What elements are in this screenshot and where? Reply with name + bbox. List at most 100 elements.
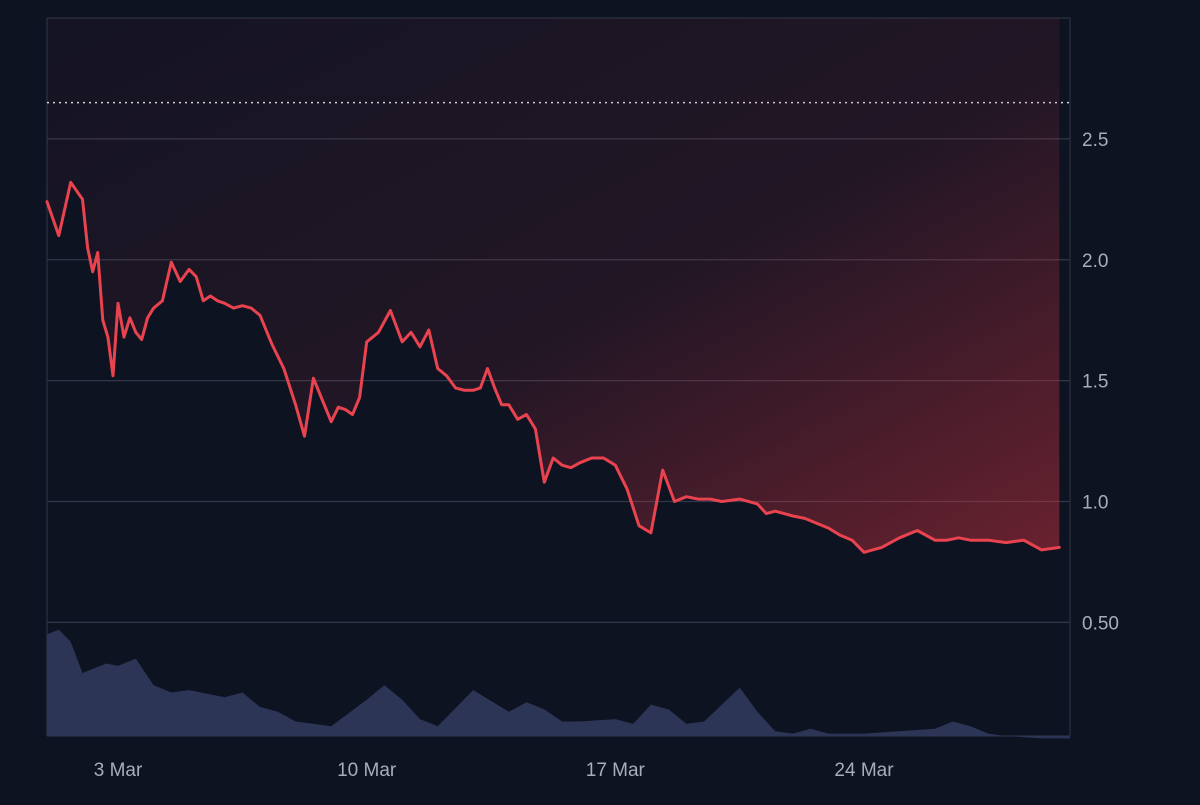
price-point[interactable]	[281, 366, 287, 372]
price-point[interactable]	[269, 341, 275, 347]
price-point[interactable]	[837, 532, 843, 538]
price-point[interactable]	[944, 537, 950, 543]
price-point[interactable]	[207, 293, 213, 299]
price-point[interactable]	[444, 373, 450, 379]
price-point[interactable]	[68, 179, 74, 185]
price-point[interactable]	[1039, 547, 1045, 553]
price-point[interactable]	[231, 305, 237, 311]
price-point[interactable]	[790, 513, 796, 519]
price-point[interactable]	[577, 460, 583, 466]
price-point[interactable]	[408, 329, 414, 335]
price-point[interactable]	[215, 298, 221, 304]
price-point[interactable]	[612, 462, 618, 468]
price-point[interactable]	[515, 416, 521, 422]
price-point[interactable]	[319, 397, 325, 403]
price-point[interactable]	[357, 395, 363, 401]
price-point[interactable]	[151, 305, 157, 311]
price-point[interactable]	[90, 269, 96, 275]
price-point[interactable]	[506, 402, 512, 408]
price-point[interactable]	[672, 499, 678, 505]
price-point[interactable]	[695, 496, 701, 502]
price-point[interactable]	[683, 494, 689, 500]
price-point[interactable]	[541, 479, 547, 485]
price-point[interactable]	[335, 404, 341, 410]
line-layer[interactable]	[44, 179, 1062, 555]
price-point[interactable]	[624, 486, 630, 492]
price-point[interactable]	[186, 266, 192, 272]
price-point[interactable]	[95, 250, 101, 256]
price-point[interactable]	[550, 455, 556, 461]
price-point[interactable]	[492, 385, 498, 391]
price-point[interactable]	[719, 499, 725, 505]
price-point[interactable]	[781, 511, 787, 517]
price-point[interactable]	[133, 329, 139, 335]
price-point[interactable]	[956, 535, 962, 541]
price-point[interactable]	[376, 329, 382, 335]
price-point[interactable]	[737, 496, 743, 502]
price-point[interactable]	[364, 339, 370, 345]
price-point[interactable]	[139, 337, 145, 343]
price-point[interactable]	[1021, 537, 1027, 543]
price-point[interactable]	[470, 387, 476, 393]
price-line[interactable]	[45, 180, 1061, 554]
price-point[interactable]	[932, 537, 938, 543]
price-point[interactable]	[763, 511, 769, 517]
price-point[interactable]	[159, 298, 165, 304]
price-point[interactable]	[601, 455, 607, 461]
price-point[interactable]	[814, 520, 820, 526]
price-point[interactable]	[100, 317, 106, 323]
price-point[interactable]	[477, 385, 483, 391]
price-point[interactable]	[879, 544, 885, 550]
price-point[interactable]	[127, 315, 133, 321]
price-point[interactable]	[328, 419, 334, 425]
price-point[interactable]	[168, 259, 174, 265]
price-point[interactable]	[293, 402, 299, 408]
price-point[interactable]	[177, 279, 183, 285]
price-point[interactable]	[861, 549, 867, 555]
price-point[interactable]	[115, 300, 121, 306]
price-point[interactable]	[85, 245, 91, 251]
price-point[interactable]	[44, 199, 50, 205]
price-point[interactable]	[417, 344, 423, 350]
price-point[interactable]	[461, 387, 467, 393]
price-point[interactable]	[897, 535, 903, 541]
price-point[interactable]	[222, 300, 228, 306]
price-point[interactable]	[453, 385, 459, 391]
price-point[interactable]	[968, 537, 974, 543]
price-point[interactable]	[105, 334, 111, 340]
price-point[interactable]	[193, 274, 199, 280]
price-point[interactable]	[589, 455, 595, 461]
price-point[interactable]	[499, 402, 505, 408]
price-point[interactable]	[248, 305, 254, 311]
price-point[interactable]	[56, 233, 62, 239]
price-point[interactable]	[707, 496, 713, 502]
price-point[interactable]	[568, 465, 574, 471]
price-point[interactable]	[485, 366, 491, 372]
price-point[interactable]	[121, 334, 127, 340]
price-point[interactable]	[754, 501, 760, 507]
price-point[interactable]	[849, 537, 855, 543]
price-point[interactable]	[399, 339, 405, 345]
price-point[interactable]	[1003, 540, 1009, 546]
price-point[interactable]	[914, 528, 920, 534]
price-point[interactable]	[145, 315, 151, 321]
price-point[interactable]	[110, 373, 116, 379]
price-point[interactable]	[636, 523, 642, 529]
price-point[interactable]	[524, 412, 530, 418]
price-point[interactable]	[532, 426, 538, 432]
price-point[interactable]	[350, 412, 356, 418]
price-point[interactable]	[342, 407, 348, 413]
price-point[interactable]	[200, 298, 206, 304]
price-point[interactable]	[426, 327, 432, 333]
price-point[interactable]	[257, 312, 263, 318]
price-point[interactable]	[772, 508, 778, 514]
price-point[interactable]	[239, 303, 245, 309]
price-point[interactable]	[80, 196, 86, 202]
price-point[interactable]	[302, 433, 308, 439]
price-point[interactable]	[660, 467, 666, 473]
price-point[interactable]	[387, 308, 393, 314]
price-point[interactable]	[310, 375, 316, 381]
price-point[interactable]	[826, 525, 832, 531]
